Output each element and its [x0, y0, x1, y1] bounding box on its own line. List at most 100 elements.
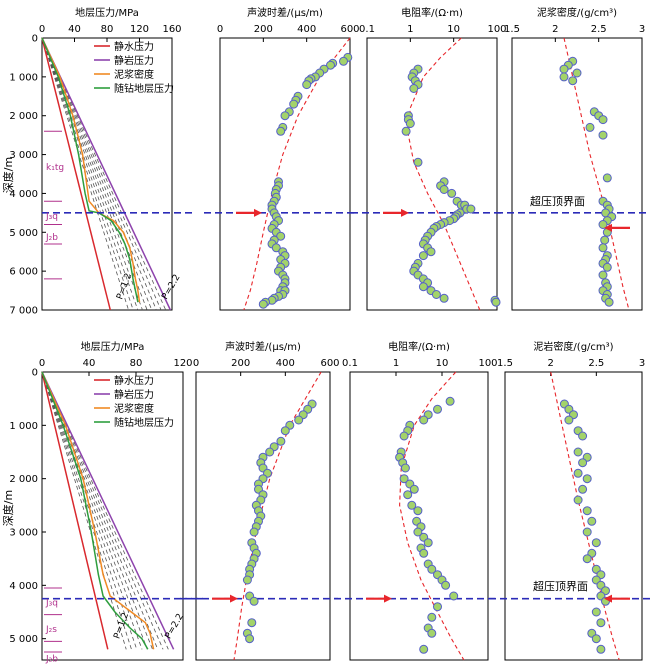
- x-tick-label: 1: [407, 24, 413, 35]
- pressure-coefficient-line: [41, 37, 134, 311]
- legend-label: 随钻地层压力: [114, 82, 174, 95]
- data-point: [602, 262, 612, 272]
- coefficient-label-high: P=2.2: [160, 273, 182, 302]
- data-point: [427, 628, 437, 638]
- data-point: [302, 80, 312, 90]
- x-tick-label: 3: [639, 358, 645, 369]
- x-tick-label: 0: [39, 358, 45, 369]
- data-point: [572, 68, 582, 78]
- overpressure-arrow-head: [384, 594, 392, 603]
- data-point: [447, 188, 457, 198]
- data-point: [339, 56, 348, 66]
- overpressure-label-top: 超压顶界面: [530, 194, 585, 208]
- x-tick-label: 80: [130, 358, 143, 369]
- data-point: [433, 602, 442, 612]
- chart-panel-1: 地层压力/MPa 0 40 80 120 160 0 1 000 2 000 3 000 4 000…: [9, 6, 192, 317]
- legend-label: 静水压力: [114, 374, 154, 387]
- x-tick-label: 1.5: [497, 358, 513, 369]
- pressure-coefficient-line: [41, 37, 143, 311]
- x-tick-label: 0: [39, 24, 45, 35]
- data-point: [598, 115, 608, 125]
- x-tick-label: 120: [173, 358, 192, 369]
- data-point: [413, 157, 423, 167]
- data-point: [245, 634, 255, 644]
- data-point: [466, 204, 476, 214]
- series-line-2: [41, 37, 172, 311]
- data-point: [276, 126, 286, 136]
- data-point: [423, 538, 433, 548]
- y-tick-label: 5 000: [9, 228, 38, 239]
- x-tick-label: 400: [297, 24, 316, 35]
- data-point: [491, 297, 501, 307]
- y-tick-label: 6 000: [9, 267, 38, 278]
- chart-panel-7: 电阻率/(Ω·m) 0.1 1 10 100: [334, 340, 498, 661]
- bottom-depth-axis-title: 深度/m: [1, 490, 15, 526]
- data-point: [419, 548, 429, 558]
- y-tick-label: 0: [32, 34, 38, 45]
- data-point: [559, 64, 569, 74]
- x-tick-label: 40: [68, 24, 81, 35]
- data-point: [289, 99, 299, 109]
- data-point: [399, 431, 409, 441]
- coefficient-label-low: P=1.2: [115, 272, 134, 301]
- legend-label: 随钻地层压力: [114, 416, 174, 429]
- pressure-coefficient-line: [41, 371, 127, 650]
- data-point: [449, 591, 459, 601]
- trend-line: [399, 371, 465, 661]
- chart-panel-6: 声波时差/(μs/m) 0 200 400 600: [180, 340, 340, 661]
- data-point: [409, 484, 419, 494]
- data-point: [596, 618, 606, 628]
- data-point: [578, 431, 588, 441]
- series-line-1: [41, 371, 109, 650]
- trend-line: [563, 37, 630, 311]
- pressure-coefficient-line: [41, 371, 159, 650]
- coefficient-label-high: P=2.2: [164, 612, 186, 641]
- pressure-coefficient-line: [41, 371, 143, 650]
- x-tick-label: 40: [83, 358, 96, 369]
- data-point: [600, 235, 610, 245]
- plot-frame: [504, 371, 643, 661]
- data-point: [564, 415, 574, 425]
- plot-frame: [41, 371, 184, 661]
- series-line-3: [41, 37, 141, 303]
- data-point: [418, 251, 428, 261]
- x-tick-label: 100: [478, 358, 497, 369]
- data-point: [401, 126, 411, 136]
- chart-title: 泥岩密度/(g/cm³): [533, 340, 613, 353]
- data-point: [582, 527, 592, 537]
- x-tick-label: 200: [254, 24, 273, 35]
- data-point: [598, 130, 608, 140]
- data-point: [568, 76, 578, 86]
- data-point: [591, 607, 601, 617]
- data-point: [439, 185, 449, 194]
- x-tick-label: 0: [217, 24, 223, 35]
- data-point: [271, 243, 281, 253]
- formation-label: k₁tg: [46, 163, 64, 173]
- data-point: [247, 618, 257, 628]
- overpressure-label-bottom: 超压顶界面: [533, 579, 588, 593]
- x-tick-label: 1.5: [504, 24, 520, 35]
- x-tick-label: 2: [552, 24, 558, 35]
- x-tick-label: 0.1: [342, 358, 358, 369]
- data-point: [403, 490, 413, 500]
- plot-frame: [511, 37, 643, 311]
- data-point: [276, 231, 286, 241]
- chart-title: 电阻率/(Ω·m): [388, 340, 450, 353]
- data-point: [280, 111, 290, 121]
- data-point: [591, 634, 601, 644]
- data-point: [265, 447, 275, 457]
- data-point: [602, 173, 612, 183]
- overpressure-arrow-head: [401, 208, 409, 217]
- pressure-coefficient-line: [41, 37, 139, 311]
- data-point: [604, 297, 614, 307]
- chart-title: 地层压力/MPa: [81, 340, 145, 353]
- data-point: [427, 612, 437, 622]
- series-line-4: [41, 371, 149, 650]
- data-point: [591, 538, 601, 548]
- overpressure-arrow-head: [604, 594, 612, 603]
- x-tick-label: 0: [193, 358, 199, 369]
- data-point: [582, 554, 592, 564]
- chart-title: 声波时差/(μs/m): [225, 340, 301, 353]
